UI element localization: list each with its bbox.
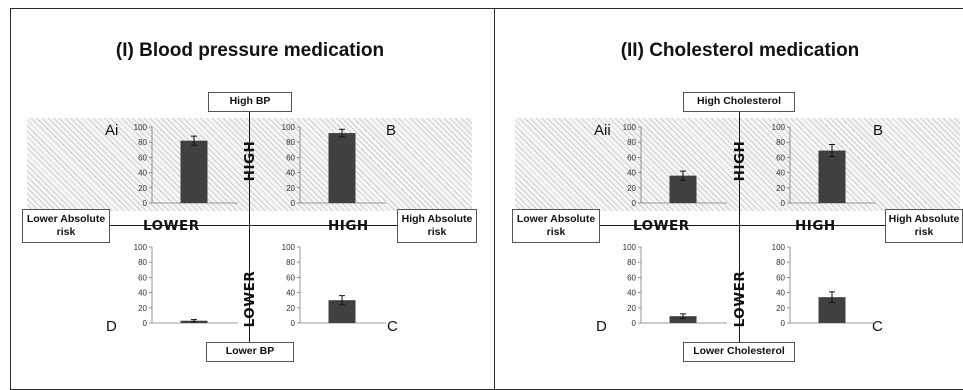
y-tick-label: 20 xyxy=(627,184,636,193)
y-tick-label: 60 xyxy=(627,273,636,282)
y-tick-label: 80 xyxy=(627,138,636,147)
y-tick-label: 60 xyxy=(776,273,785,282)
panel-2-right-label: High Absolute risk xyxy=(885,209,963,243)
panel-2-vertical-high-word: HIGH xyxy=(732,140,748,182)
panel-2-lower-word: LOWER xyxy=(633,218,690,234)
y-tick-label: 80 xyxy=(138,138,147,147)
y-tick-label: 40 xyxy=(627,289,636,298)
y-tick-label: 0 xyxy=(632,319,637,328)
bar xyxy=(818,150,846,203)
panel-2-chart-b: 0 20 40 60 80 100 xyxy=(768,121,878,213)
y-tick-label: 40 xyxy=(286,289,295,298)
y-tick-label: 80 xyxy=(627,258,636,267)
panel-2-title: (II) Cholesterol medication xyxy=(620,40,860,61)
y-tick-label: 0 xyxy=(291,199,296,208)
panel-1-chart-c: 0 20 40 60 80 100 xyxy=(278,241,388,333)
panel-2-high-word: HIGH xyxy=(795,218,836,234)
panel-2-quadrant-label-d: D xyxy=(596,318,607,335)
panel-2-quadrant-label-c: C xyxy=(872,318,883,335)
y-tick-label: 20 xyxy=(286,184,295,193)
y-tick-label: 60 xyxy=(138,153,147,162)
panel-1-title: (I) Blood pressure medication xyxy=(115,40,385,61)
y-tick-label: 20 xyxy=(776,184,785,193)
panel-1-quadrant-label-ai: Ai xyxy=(105,122,119,139)
y-tick-label: 100 xyxy=(134,123,148,132)
bar xyxy=(180,140,208,203)
panel-1-left-label: Lower Absolute risk xyxy=(22,209,110,243)
panel-1-right-label: High Absolute risk xyxy=(397,209,477,243)
y-tick-label: 20 xyxy=(138,184,147,193)
y-tick-label: 20 xyxy=(286,304,295,313)
panel-1-quadrant-label-b: B xyxy=(386,122,397,139)
panel-1-bottom-label: Lower BP xyxy=(206,342,294,362)
panel-1-high-word: HIGH xyxy=(328,218,369,234)
y-tick-label: 80 xyxy=(286,258,295,267)
y-tick-label: 40 xyxy=(286,169,295,178)
mini-chart-svg: 0 20 40 60 80 100 xyxy=(134,123,238,208)
y-tick-label: 40 xyxy=(776,289,785,298)
mini-chart-svg: 0 20 40 60 80 100 xyxy=(772,123,876,208)
mini-chart-svg: 0 20 40 60 80 100 xyxy=(282,123,386,208)
y-tick-label: 0 xyxy=(291,319,296,328)
y-tick-label: 80 xyxy=(776,258,785,267)
y-tick-label: 0 xyxy=(143,199,148,208)
y-tick-label: 100 xyxy=(134,243,148,252)
y-tick-label: 20 xyxy=(776,304,785,313)
y-tick-label: 100 xyxy=(282,243,296,252)
panel-1-vertical-axis xyxy=(249,112,250,344)
panel-1-vertical-high-word: HIGH xyxy=(242,140,258,182)
bar xyxy=(328,300,356,323)
panel-2-chart-c: 0 20 40 60 80 100 xyxy=(768,241,878,333)
panel-2-bottom-label: Lower Cholesterol xyxy=(683,342,795,362)
mini-chart-svg: 0 20 40 60 80 100 xyxy=(623,243,727,328)
y-tick-label: 20 xyxy=(627,304,636,313)
panel-2-chart-d: 0 20 40 60 80 100 xyxy=(619,241,729,333)
y-tick-label: 100 xyxy=(623,123,637,132)
y-tick-label: 0 xyxy=(781,319,786,328)
panel-1-chart-d: 0 20 40 60 80 100 xyxy=(130,241,240,333)
mini-chart-svg: 0 20 40 60 80 100 xyxy=(134,243,238,328)
panel-2-quadrant-label-aii: Aii xyxy=(594,122,611,139)
bar xyxy=(328,133,356,203)
y-tick-label: 40 xyxy=(138,169,147,178)
panel-1-quadrant-label-d: D xyxy=(106,318,117,335)
y-tick-label: 80 xyxy=(776,138,785,147)
panel-1-quadrant-label-c: C xyxy=(387,318,398,335)
panel-2-vertical-axis xyxy=(739,112,740,344)
y-tick-label: 0 xyxy=(781,199,786,208)
mini-chart-svg: 0 20 40 60 80 100 xyxy=(623,123,727,208)
panel-1-vertical-lower-word: LOWER xyxy=(242,270,258,328)
y-tick-label: 40 xyxy=(138,289,147,298)
y-tick-label: 100 xyxy=(623,243,637,252)
panel-2-top-label: High Cholesterol xyxy=(683,92,795,112)
y-tick-label: 60 xyxy=(776,153,785,162)
panel-2-vertical-lower-word: LOWER xyxy=(732,270,748,328)
y-tick-label: 60 xyxy=(286,153,295,162)
y-tick-label: 60 xyxy=(627,153,636,162)
panel-2-left-label: Lower Absolute risk xyxy=(512,209,600,243)
panel-1-top-label: High BP xyxy=(208,92,292,112)
y-tick-label: 100 xyxy=(772,123,786,132)
y-tick-label: 40 xyxy=(627,169,636,178)
y-tick-label: 40 xyxy=(776,169,785,178)
panel-2-high-risk-band xyxy=(515,118,960,211)
y-tick-label: 20 xyxy=(138,304,147,313)
y-tick-label: 80 xyxy=(286,138,295,147)
y-tick-label: 100 xyxy=(282,123,296,132)
y-tick-label: 0 xyxy=(143,319,148,328)
y-tick-label: 60 xyxy=(138,273,147,282)
y-tick-label: 60 xyxy=(286,273,295,282)
panel-1-chart-b: 0 20 40 60 80 100 xyxy=(278,121,388,213)
panel-1-chart-ai: 0 20 40 60 80 100 xyxy=(130,121,240,213)
bar xyxy=(669,316,697,323)
panel-2-chart-aii: 0 20 40 60 80 100 xyxy=(619,121,729,213)
mini-chart-svg: 0 20 40 60 80 100 xyxy=(282,243,386,328)
panel-2-quadrant-label-b: B xyxy=(873,122,884,139)
y-tick-label: 0 xyxy=(632,199,637,208)
panel-1-lower-word: LOWER xyxy=(143,218,200,234)
mini-chart-svg: 0 20 40 60 80 100 xyxy=(772,243,876,328)
y-tick-label: 80 xyxy=(138,258,147,267)
y-tick-label: 100 xyxy=(772,243,786,252)
